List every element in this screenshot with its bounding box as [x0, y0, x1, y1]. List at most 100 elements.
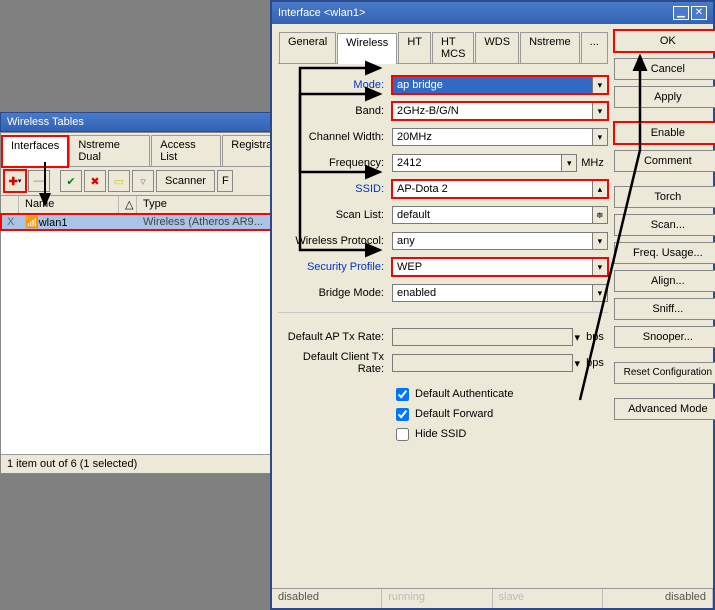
- chevron-down-icon[interactable]: ▾: [592, 103, 607, 119]
- col-flag[interactable]: [1, 196, 19, 213]
- scanlist-combo[interactable]: default ≑: [392, 206, 608, 224]
- col-name[interactable]: Name: [19, 196, 119, 213]
- filter-button[interactable]: ▿: [132, 170, 154, 192]
- interface-window: Interface <wlan1> ▁ ✕ General Wireless H…: [270, 0, 715, 610]
- col-sort[interactable]: △: [119, 196, 137, 213]
- more-button[interactable]: F: [217, 170, 233, 192]
- chevron-down-icon[interactable]: ▾: [592, 259, 607, 275]
- enable-button[interactable]: Enable: [614, 122, 715, 144]
- defaultaptx-unit: bps: [582, 331, 608, 343]
- snooper-button[interactable]: Snooper...: [614, 326, 715, 348]
- wirelessprotocol-combo[interactable]: any ▾: [392, 232, 608, 250]
- hide-ssid-check[interactable]: Hide SSID: [278, 424, 608, 444]
- status-cell-1: disabled: [272, 589, 382, 608]
- default-authenticate-check[interactable]: Default Authenticate: [278, 384, 608, 404]
- wireless-tables-titlebar[interactable]: Wireless Tables: [0, 112, 300, 132]
- comment-button[interactable]: Comment: [614, 150, 715, 172]
- tab-general[interactable]: General: [279, 32, 336, 63]
- apply-button[interactable]: Apply: [614, 86, 715, 108]
- reset-config-button[interactable]: Reset Configuration: [614, 362, 715, 384]
- tab-more[interactable]: ...: [581, 32, 608, 63]
- mode-value: ap bridge: [397, 79, 443, 91]
- default-authenticate-checkbox[interactable]: [396, 388, 409, 401]
- freq-usage-button[interactable]: Freq. Usage...: [614, 242, 715, 264]
- chevron-up-icon[interactable]: ▴: [592, 181, 607, 197]
- remove-button[interactable]: —: [28, 170, 50, 192]
- chevron-down-icon[interactable]: ▾: [592, 233, 607, 249]
- frequency-label: Frequency:: [278, 157, 388, 169]
- comment-item-button[interactable]: ▭: [108, 170, 130, 192]
- scanner-button[interactable]: Scanner: [156, 170, 215, 192]
- channelwidth-combo[interactable]: 20MHz ▾: [392, 128, 608, 146]
- torch-button[interactable]: Torch: [614, 186, 715, 208]
- frequency-unit: MHz: [577, 157, 608, 169]
- default-forward-label: Default Forward: [415, 408, 493, 420]
- defaultaptx-label: Default AP Tx Rate:: [278, 331, 388, 343]
- mode-label: Mode:: [278, 79, 388, 91]
- channelwidth-label: Channel Width:: [278, 131, 388, 143]
- ssid-input[interactable]: AP-Dota 2 ▴: [392, 180, 608, 198]
- scanlist-label: Scan List:: [278, 209, 388, 221]
- hide-ssid-checkbox[interactable]: [396, 428, 409, 441]
- defaultclienttx-unit: bps: [582, 357, 608, 369]
- minimize-icon[interactable]: ▁: [673, 6, 689, 20]
- arrow-down-icon[interactable]: ▾: [573, 357, 583, 370]
- interface-titlebar[interactable]: Interface <wlan1> ▁ ✕: [272, 2, 713, 24]
- close-icon[interactable]: ✕: [691, 6, 707, 20]
- chevron-down-icon[interactable]: ▾: [592, 129, 607, 145]
- align-button[interactable]: Align...: [614, 270, 715, 292]
- advanced-mode-button[interactable]: Advanced Mode: [614, 398, 715, 420]
- status-cell-4: disabled: [603, 589, 713, 608]
- tab-interfaces[interactable]: Interfaces: [2, 136, 68, 167]
- cancel-button[interactable]: Cancel: [614, 58, 715, 80]
- row-name: 📶wlan1: [19, 216, 137, 229]
- default-forward-checkbox[interactable]: [396, 408, 409, 421]
- frequency-combo[interactable]: 2412▾: [392, 154, 577, 172]
- list-row-wlan1[interactable]: X 📶wlan1 Wireless (Atheros AR9...: [1, 214, 299, 230]
- defaultclienttx-input[interactable]: [392, 354, 573, 372]
- col-type[interactable]: Type: [137, 196, 275, 213]
- tab-ht[interactable]: HT: [398, 32, 431, 63]
- tab-wds[interactable]: WDS: [475, 32, 519, 63]
- add-button[interactable]: ✚▾: [4, 170, 26, 192]
- wireless-tables-tabs: Interfaces Nstreme Dual Access List Regi…: [1, 133, 299, 167]
- mode-combo[interactable]: ap bridge ▾: [392, 76, 608, 94]
- interface-tabs: General Wireless HT HT MCS WDS Nstreme .…: [278, 30, 608, 64]
- hide-ssid-label: Hide SSID: [415, 428, 466, 440]
- wireless-tables-toolbar: ✚▾ — ✔ ✖ ▭ ▿ Scanner F: [1, 167, 299, 196]
- ssid-label: SSID:: [278, 183, 388, 195]
- arrow-down-icon[interactable]: ▾: [573, 331, 583, 344]
- chevron-down-icon[interactable]: ▾: [592, 77, 607, 93]
- wirelessprotocol-value: any: [397, 235, 415, 247]
- securityprofile-value: WEP: [397, 261, 422, 273]
- securityprofile-combo[interactable]: WEP ▾: [392, 258, 608, 276]
- tab-nstreme-dual[interactable]: Nstreme Dual: [69, 135, 150, 166]
- enable-item-button[interactable]: ✔: [60, 170, 82, 192]
- default-authenticate-label: Default Authenticate: [415, 388, 513, 400]
- scan-button[interactable]: Scan...: [614, 214, 715, 236]
- channelwidth-value: 20MHz: [397, 131, 432, 143]
- title-buttons: ▁ ✕: [673, 6, 707, 20]
- tab-nstreme[interactable]: Nstreme: [520, 32, 580, 63]
- wirelessprotocol-label: Wireless Protocol:: [278, 235, 388, 247]
- sniff-button[interactable]: Sniff...: [614, 298, 715, 320]
- bridgemode-value: enabled: [397, 287, 436, 299]
- chevron-down-icon[interactable]: ▾: [592, 285, 607, 301]
- scanlist-value: default: [397, 209, 430, 221]
- disable-item-button[interactable]: ✖: [84, 170, 106, 192]
- chevron-down-icon[interactable]: ≑: [592, 207, 607, 223]
- wireless-tables-list[interactable]: X 📶wlan1 Wireless (Atheros AR9...: [1, 214, 299, 454]
- tab-wireless[interactable]: Wireless: [337, 33, 397, 64]
- defaultaptx-input[interactable]: [392, 328, 573, 346]
- chevron-down-icon[interactable]: ▾: [561, 155, 576, 171]
- band-combo[interactable]: 2GHz-B/G/N ▾: [392, 102, 608, 120]
- interface-title: Interface <wlan1>: [278, 7, 365, 19]
- tab-htmcs[interactable]: HT MCS: [432, 32, 474, 63]
- ssid-value: AP-Dota 2: [397, 183, 448, 195]
- bridgemode-combo[interactable]: enabled ▾: [392, 284, 608, 302]
- default-forward-check[interactable]: Default Forward: [278, 404, 608, 424]
- band-value: 2GHz-B/G/N: [397, 105, 459, 117]
- ok-button[interactable]: OK: [614, 30, 715, 52]
- tab-access-list[interactable]: Access List: [151, 135, 221, 166]
- securityprofile-label: Security Profile:: [278, 261, 388, 273]
